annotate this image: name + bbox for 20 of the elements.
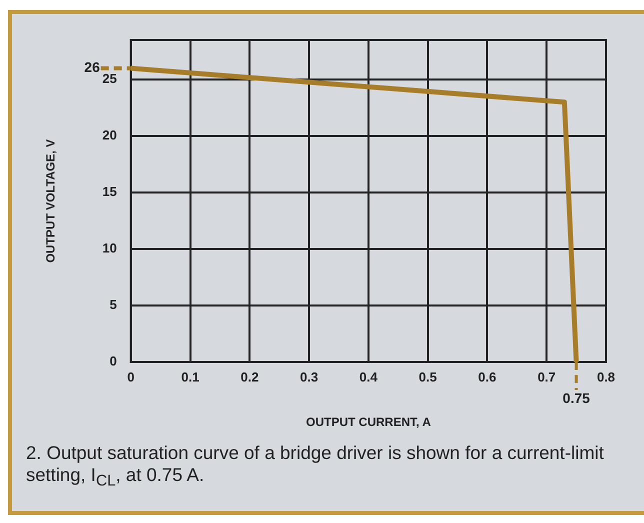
y-tick-label: 10: [102, 240, 117, 256]
y-tick-label: 20: [102, 128, 117, 143]
x-tick-label: 0.7: [538, 369, 556, 384]
x-tick-label: 0.4: [359, 369, 378, 384]
x-tick-label: 0.8: [596, 369, 616, 384]
text: 2. Output saturation curve of a bridge driver is shown for a current-limit setting, I$_{CL}$, at 0.75 A.: [26, 442, 605, 492]
ref-line-label: 26: [84, 59, 100, 76]
x-tick-label: 0.5: [418, 369, 437, 384]
y-tick-label: 5: [110, 297, 117, 312]
x-tick-label: 0.3: [300, 369, 318, 384]
x-axis-title: OUTPUT CURRENT, A: [306, 415, 432, 430]
y-tick-label: 0: [110, 354, 117, 369]
x-tick-label: 0.6: [478, 369, 496, 384]
x-tick-label: 0.2: [240, 369, 259, 384]
y-tick-label: 25: [102, 71, 117, 86]
x-tick-label: 0: [127, 369, 134, 384]
y-tick-label: 15: [102, 184, 117, 200]
y-axis-title: OUTPUT VOLTAGE, V: [44, 139, 58, 263]
x-tick-label: 0.1: [181, 369, 200, 384]
ref-line-label: 0.75: [562, 390, 590, 406]
